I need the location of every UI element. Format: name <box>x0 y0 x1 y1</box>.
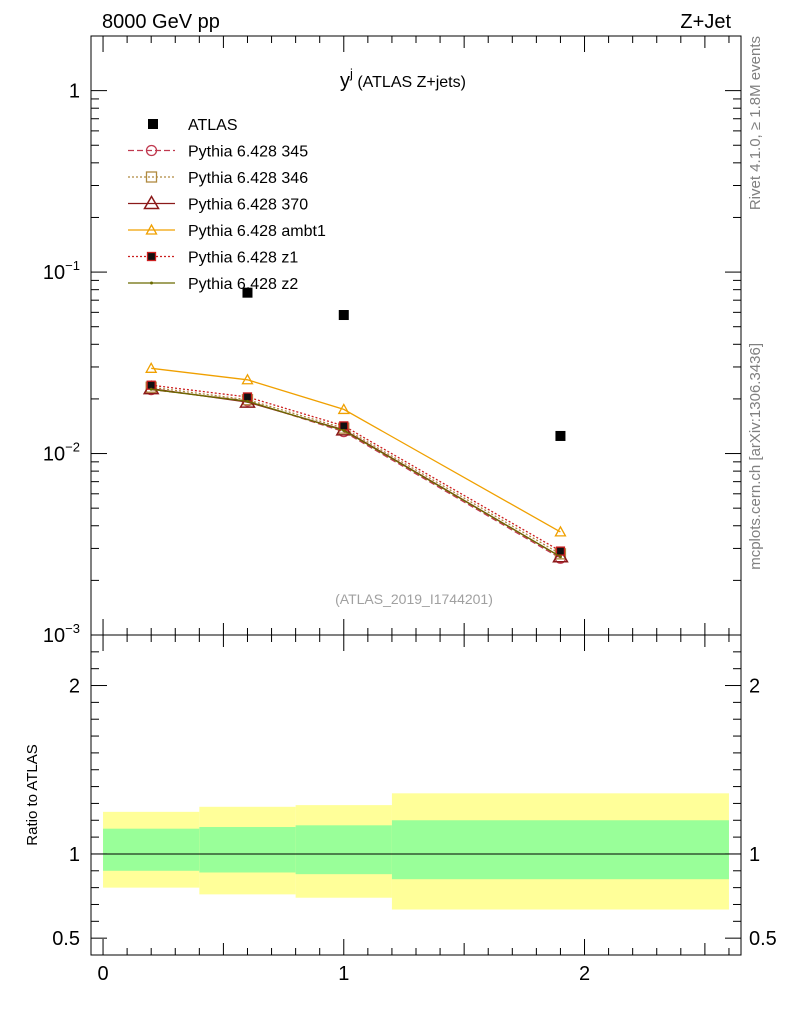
series-marker <box>241 373 254 385</box>
series-pythia-6-428-346 <box>145 381 567 560</box>
ratio-axis-tick-labels: 2 2 1 1 0.5 0.5 <box>52 676 777 951</box>
header-left: 8000 GeV pp <box>102 11 220 33</box>
legend-label: Pythia 6.428 z2 <box>188 276 298 293</box>
main-panel: 110−110−210−3 yj (ATLAS Z+jets) (ATLAS_2… <box>43 35 742 647</box>
series-marker <box>149 387 153 391</box>
main-tick-label: 10−3 <box>43 621 80 647</box>
x-tick-label: 1 <box>338 963 349 985</box>
ratio-tick-label-right: 2 <box>749 676 760 698</box>
legend-label: Pythia 6.428 346 <box>188 170 308 187</box>
series-pythia-6-428-z2 <box>149 387 562 559</box>
series-marker <box>558 555 562 559</box>
series-marker <box>150 281 153 285</box>
ratio-panel: 2 2 1 1 0.5 0.5 0 1 2 Ratio to ATLAS <box>24 634 777 985</box>
ratio-tick-label-left: 1 <box>69 844 80 866</box>
ratio-tick-label-right: 1 <box>749 844 760 866</box>
series-line <box>151 388 561 559</box>
plot-title: yj (ATLAS Z+jets) <box>340 66 466 92</box>
tick-exp: −2 <box>65 440 80 455</box>
ratio-band-inner <box>199 827 296 873</box>
mcplots-label: mcplots.cern.ch [arXiv:1306.3436] <box>747 343 764 570</box>
series-pythia-6-428-ambt1 <box>145 361 567 537</box>
analysis-watermark: (ATLAS_2019_I1744201) <box>335 591 493 607</box>
tick-base: 10 <box>43 444 65 466</box>
ratio-band-inner <box>295 825 392 875</box>
series-marker <box>342 428 346 432</box>
main-tick-label: 10−2 <box>43 440 80 466</box>
data-point <box>242 287 253 298</box>
x-tick-label: 0 <box>97 963 108 985</box>
ratio-band-inner <box>391 820 729 880</box>
series-marker <box>145 144 158 157</box>
series-pythia-6-428-370 <box>142 380 569 563</box>
ratio-axis-ticks <box>91 634 741 956</box>
legend-label: Pythia 6.428 ambt1 <box>188 223 326 240</box>
ratio-tick-label-right: 0.5 <box>749 928 777 950</box>
main-axis-tick-labels: 110−110−210−3 <box>43 81 80 647</box>
tick-exp: −1 <box>65 258 80 273</box>
series-marker <box>555 546 566 556</box>
series-line <box>151 388 561 558</box>
legend-label: Pythia 6.428 370 <box>188 197 308 214</box>
series-line <box>151 367 561 533</box>
ratio-tick-label-left: 0.5 <box>52 928 80 950</box>
series-line <box>151 386 561 555</box>
rivet-label: Rivet 4.1.0, ≥ 1.8M events <box>747 36 764 210</box>
header-right: Z+Jet <box>680 11 731 33</box>
main-series-group <box>142 361 569 564</box>
series-marker <box>143 195 160 210</box>
data-points-group <box>242 287 566 441</box>
series-marker <box>339 421 349 431</box>
main-tick-label: 1 <box>69 81 80 103</box>
series-marker <box>337 403 350 415</box>
data-point <box>338 310 349 321</box>
series-marker <box>242 392 253 402</box>
series-marker <box>245 399 249 403</box>
legend: ATLAS Pythia 6.428 345 Pythia 6.428 346 Pyt… <box>128 117 326 293</box>
legend-label: Pythia 6.428 z1 <box>188 250 298 267</box>
legend-data-marker <box>148 119 158 129</box>
series-line <box>151 387 561 558</box>
series-line <box>151 384 561 552</box>
series-marker <box>145 171 158 183</box>
data-point <box>555 430 566 441</box>
series-marker <box>554 525 567 537</box>
series-pythia-6-428-z1 <box>146 380 566 556</box>
ratio-bands <box>103 793 729 910</box>
series-marker <box>146 251 157 262</box>
x-tick-label: 2 <box>579 963 590 985</box>
ratio-band-inner <box>103 828 200 871</box>
legend-label: Pythia 6.428 345 <box>188 144 308 161</box>
x-axis-tick-labels: 0 1 2 <box>97 963 590 985</box>
tick-base: 10 <box>43 625 65 647</box>
tick-exp: −3 <box>65 621 80 636</box>
ratio-tick-label-left: 2 <box>69 676 80 698</box>
tick-base: 10 <box>43 262 65 284</box>
series-pythia-6-428-345 <box>145 383 567 564</box>
main-axis-ticks <box>91 35 741 636</box>
series-marker <box>145 223 158 235</box>
main-tick-label: 10−1 <box>43 258 80 284</box>
ratio-ylabel: Ratio to ATLAS <box>24 744 41 845</box>
series-marker <box>145 361 158 373</box>
legend-data-label: ATLAS <box>188 117 238 134</box>
